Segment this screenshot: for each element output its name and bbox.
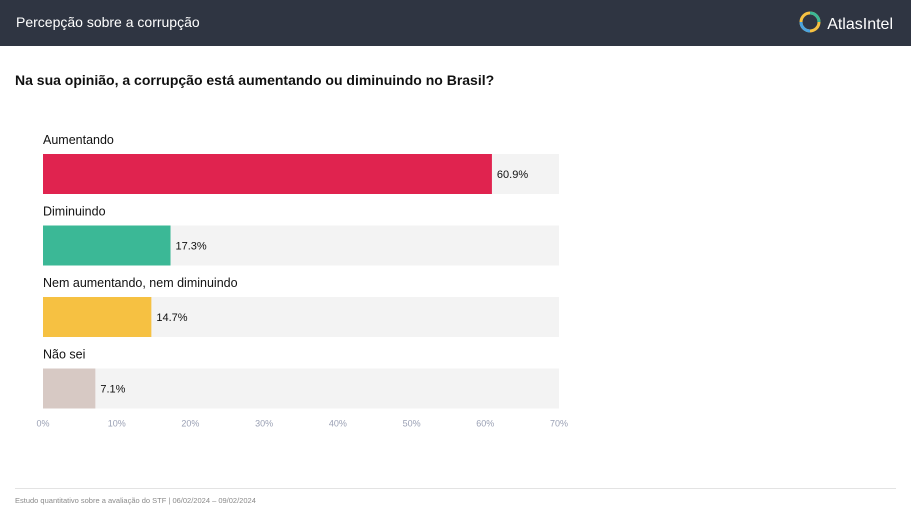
x-tick-label: 50%: [403, 419, 421, 429]
x-tick-label: 30%: [255, 419, 273, 429]
category-label: Não sei: [43, 348, 85, 362]
x-tick-label: 60%: [476, 419, 494, 429]
footer-note: Estudo quantitativo sobre a avaliação do…: [15, 496, 256, 505]
value-label: 7.1%: [100, 384, 125, 396]
footer-divider: [15, 488, 896, 489]
x-tick-label: 0%: [36, 419, 49, 429]
page-title: Percepção sobre a corrupção: [16, 14, 200, 30]
bar: [43, 297, 152, 337]
category-label: Aumentando: [43, 133, 114, 147]
header-bar: Percepção sobre a corrupção AtlasIntel: [0, 0, 911, 46]
x-tick-label: 70%: [550, 419, 568, 429]
value-label: 14.7%: [156, 312, 187, 324]
category-label: Diminuindo: [43, 205, 106, 219]
bar: [43, 368, 96, 409]
category-label: Nem aumentando, nem diminuindo: [43, 276, 238, 290]
bar-track: [43, 368, 559, 409]
x-tick-label: 10%: [108, 419, 126, 429]
value-label: 17.3%: [176, 241, 207, 253]
brand: AtlasIntel: [799, 11, 893, 38]
question-title: Na sua opinião, a corrupção está aumenta…: [15, 72, 495, 88]
atlasintel-logo-icon: [799, 11, 821, 38]
bar: [43, 154, 492, 194]
value-label: 60.9%: [497, 169, 528, 181]
bar-chart: Aumentando 60.9% Diminuindo 17.3% Nem aument…: [36, 133, 568, 429]
x-tick-label: 20%: [181, 419, 199, 429]
x-tick-label: 40%: [329, 419, 347, 429]
brand-name: AtlasIntel: [827, 15, 893, 33]
bar: [43, 225, 171, 266]
